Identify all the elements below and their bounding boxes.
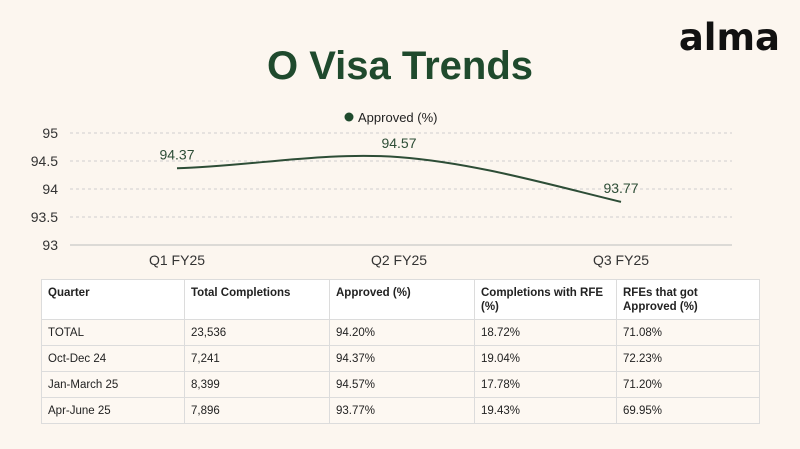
page-title: O Visa Trends: [266, 44, 534, 88]
table-row: Apr-June 25 7,896 93.77% 19.43% 69.95%: [41, 397, 760, 424]
quarterly-table: Quarter Total Completions Approved (%) C…: [41, 279, 760, 424]
data-labels: 94.37 94.57 93.77: [159, 135, 638, 196]
cell-quarter: Apr-June 25: [41, 397, 185, 424]
header-completions-rfe: Completions with RFE (%): [474, 279, 617, 320]
y-tick-label: 93: [42, 237, 58, 253]
data-label: 93.77: [603, 180, 638, 196]
cell-rfe-approved: 71.08%: [616, 319, 760, 346]
x-axis-tick-labels: Q1 FY25 Q2 FY25 Q3 FY25: [149, 252, 649, 268]
y-tick-label: 95: [42, 125, 58, 141]
header-rfes-approved: RFEs that got Approved (%): [616, 279, 760, 320]
cell-total: 8,399: [184, 371, 330, 398]
cell-quarter: TOTAL: [41, 319, 185, 346]
y-gridlines: [70, 132, 732, 246]
table-header-row: Quarter Total Completions Approved (%) C…: [41, 279, 760, 320]
legend-marker: [344, 112, 354, 122]
cell-quarter: Jan-March 25: [41, 371, 185, 398]
header-approved: Approved (%): [329, 279, 475, 320]
cell-rfe-approved: 71.20%: [616, 371, 760, 398]
data-label: 94.37: [159, 146, 194, 162]
header-total-completions: Total Completions: [184, 279, 330, 320]
legend-label: Approved (%): [358, 110, 437, 125]
cell-total: 7,241: [184, 345, 330, 372]
cell-rfe: 17.78%: [474, 371, 617, 398]
x-tick-label: Q1 FY25: [149, 252, 205, 268]
table-row: Jan-March 25 8,399 94.57% 17.78% 71.20%: [41, 371, 760, 398]
cell-rfe-approved: 69.95%: [616, 397, 760, 424]
y-axis-tick-labels: 93 93.5 94 94.5 95: [31, 125, 58, 253]
x-tick-label: Q3 FY25: [593, 252, 649, 268]
data-label: 94.57: [381, 135, 416, 151]
alma-logo: alma: [678, 16, 780, 59]
cell-approved: 93.77%: [329, 397, 475, 424]
cell-rfe-approved: 72.23%: [616, 345, 760, 372]
table-row: Oct-Dec 24 7,241 94.37% 19.04% 72.23%: [41, 345, 760, 372]
cell-total: 7,896: [184, 397, 330, 424]
cell-rfe: 19.04%: [474, 345, 617, 372]
y-tick-label: 94: [42, 181, 58, 197]
y-tick-label: 93.5: [31, 209, 58, 225]
table-row: TOTAL 23,536 94.20% 18.72% 71.08%: [41, 319, 760, 346]
header-quarter: Quarter: [41, 279, 185, 320]
cell-approved: 94.20%: [329, 319, 475, 346]
x-tick-label: Q2 FY25: [371, 252, 427, 268]
cell-rfe: 18.72%: [474, 319, 617, 346]
line-chart: Approved (%) 93 93.5 94 94.5 95 Q1 FY25 Q2 FY…: [31, 110, 732, 268]
legend: Approved (%): [344, 110, 437, 125]
cell-total: 23,536: [184, 319, 330, 346]
cell-rfe: 19.43%: [474, 397, 617, 424]
y-tick-label: 94.5: [31, 153, 58, 169]
cell-approved: 94.37%: [329, 345, 475, 372]
cell-approved: 94.57%: [329, 371, 475, 398]
cell-quarter: Oct-Dec 24: [41, 345, 185, 372]
series-line-approved: [176, 154, 622, 203]
